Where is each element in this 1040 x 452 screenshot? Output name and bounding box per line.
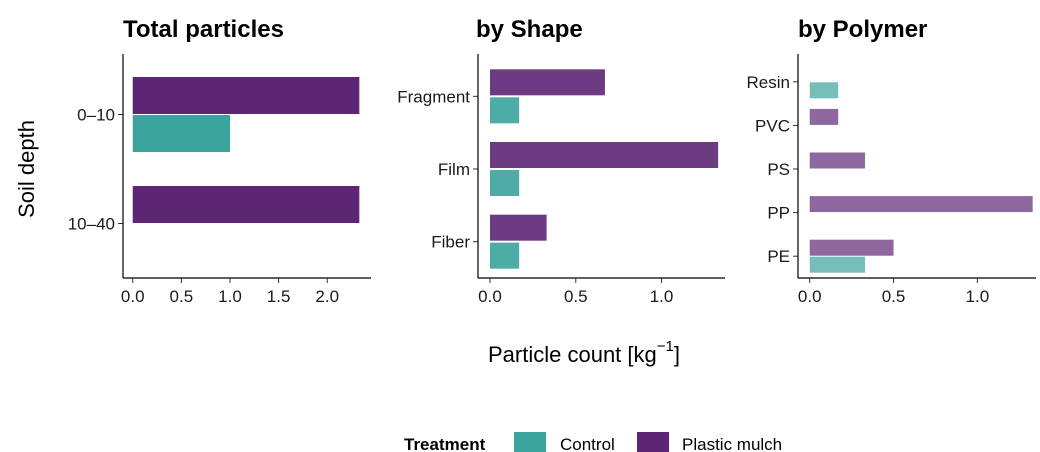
x-tick-label: 0.5: [170, 287, 194, 306]
y-tick-label-10-40: 10–40: [68, 215, 115, 234]
legend-label-plastic-mulch: Plastic mulch: [682, 435, 782, 452]
bar-control-fragment: [490, 97, 520, 124]
x-tick-label: 2.0: [315, 287, 339, 306]
bar-plastic-mulch-fiber: [490, 214, 547, 241]
bar-plastic-mulch-ps: [809, 152, 866, 169]
panel-by-polymer: by Polymer Resin PVC PS PP PE 0.0 0.5 1.0: [747, 16, 1036, 306]
bar-control-resin: [809, 82, 839, 99]
legend-swatch-plastic-mulch: [637, 432, 669, 452]
y-tick-label-resin: Resin: [747, 73, 790, 92]
y-tick-label-fiber: Fiber: [431, 233, 470, 252]
y-tick-label-film: Film: [438, 160, 470, 179]
y-tick-label-0-10: 0–10: [77, 106, 115, 125]
legend-label-control: Control: [560, 435, 615, 452]
y-tick-label-pvc: PVC: [755, 116, 790, 135]
x-tick-label: 1.5: [267, 287, 291, 306]
x-tick-label: 0.0: [121, 287, 145, 306]
bar-control-fiber: [490, 242, 520, 269]
bar-plastic-mulch-0-10: [132, 77, 360, 114]
bar-control-0-10: [132, 115, 230, 152]
x-axis-title-superscript: −1: [657, 338, 674, 355]
legend: Treatment Control Plastic mulch: [404, 432, 782, 452]
bar-plastic-mulch-pe: [809, 239, 894, 256]
x-tick-label: 1.0: [966, 287, 990, 306]
x-tick-label: 0.5: [564, 287, 588, 306]
panel-total-particles: Total particles Soil depth 0–10 10–40 0.0 0.5…: [14, 16, 371, 306]
x-axis-title-main: Particle count [kg: [488, 342, 657, 367]
panel-title-total-particles: Total particles: [123, 16, 284, 43]
panel-title-by-shape: by Shape: [476, 16, 583, 43]
bar-control-pe: [809, 256, 866, 273]
bar-plastic-mulch-10-40: [132, 186, 360, 223]
x-axis-title: Particle count [kg−1]: [488, 338, 680, 367]
bar-plastic-mulch-pp: [809, 196, 1033, 213]
chart-panels: Total particles Soil depth 0–10 10–40 0.0 0.5…: [14, 16, 1036, 306]
legend-title: Treatment: [404, 435, 486, 452]
x-tick-label: 0.5: [882, 287, 906, 306]
legend-swatch-control: [514, 432, 546, 452]
panel-by-shape: by Shape Fragment Film Fiber 0.0 0.5 1.0: [397, 16, 725, 306]
y-axis-title: Soil depth: [14, 120, 39, 218]
bar-plastic-mulch-fragment: [490, 69, 605, 96]
y-tick-label-pp: PP: [767, 204, 790, 223]
bar-control-film: [490, 170, 520, 196]
x-tick-label: 0.0: [798, 287, 822, 306]
x-tick-label: 1.0: [650, 287, 674, 306]
x-axis-title-bracket: ]: [674, 342, 680, 367]
y-tick-label-pe: PE: [767, 247, 790, 266]
y-tick-label-fragment: Fragment: [397, 87, 470, 106]
x-tick-label: 1.0: [218, 287, 242, 306]
panel-title-by-polymer: by Polymer: [798, 16, 927, 43]
x-tick-label: 0.0: [478, 287, 502, 306]
bar-plastic-mulch-pvc: [809, 108, 839, 125]
y-tick-label-ps: PS: [767, 160, 790, 179]
bar-plastic-mulch-film: [490, 142, 719, 168]
